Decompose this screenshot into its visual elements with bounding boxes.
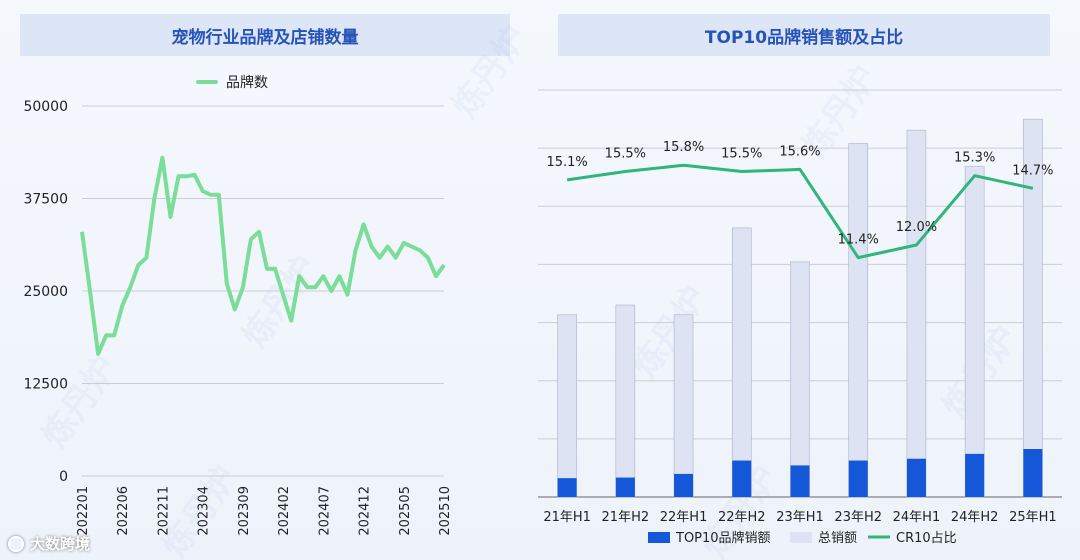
- logo-ring-icon: [8, 535, 24, 552]
- cr10-data-label: 11.4%: [838, 233, 879, 248]
- top10-sales-bar: [848, 460, 868, 497]
- x-category-label: 25年H1: [1009, 510, 1057, 525]
- x-category-label: 21年H2: [602, 510, 650, 525]
- x-tick-label: 202304: [197, 486, 212, 536]
- x-tick-label: 202309: [237, 486, 252, 536]
- x-category-label: 21年H1: [543, 510, 591, 525]
- x-tick-label: 202211: [156, 486, 171, 536]
- x-category-label: 24年H1: [893, 510, 941, 525]
- total-sales-bar: [615, 304, 636, 498]
- cr10-data-label: 14.7%: [1012, 163, 1053, 178]
- x-category-label: 24年H2: [951, 510, 999, 525]
- top10-sales-bar: [1023, 449, 1043, 497]
- total-sales-bar: [673, 314, 694, 498]
- x-tick-label: 202402: [277, 486, 292, 536]
- y-tick-label: 50000: [23, 99, 68, 115]
- x-tick-label: 202407: [317, 486, 332, 536]
- y-tick-label: 0: [59, 469, 68, 485]
- cr10-data-label: 15.1%: [546, 155, 587, 170]
- x-tick-label: 202510: [438, 486, 453, 536]
- brand-count-line: [80, 155, 446, 356]
- top10-sales-bar: [674, 473, 694, 497]
- legend-label-cr10: CR10占比: [896, 531, 957, 546]
- total-sales-bar: [790, 261, 810, 498]
- cr10-data-label: 15.5%: [721, 147, 762, 162]
- y-tick-label: 37500: [23, 192, 68, 208]
- footer-logo: 大数跨境: [8, 533, 90, 554]
- total-sales-bar: [906, 129, 927, 498]
- footer-logo-text: 大数跨境: [30, 535, 91, 553]
- top10-sales-bar: [906, 458, 926, 497]
- cr10-data-label: 15.3%: [954, 151, 995, 166]
- x-tick-label: 202505: [398, 486, 413, 536]
- legend-swatch-total: [790, 532, 812, 543]
- top10-sales-bar: [790, 465, 810, 497]
- x-category-label: 22年H1: [660, 510, 708, 525]
- legend-label-brand-count: 品牌数: [226, 74, 268, 91]
- right-chart-title: TOP10品牌销售额及占比: [558, 14, 1050, 56]
- watermark-text: 炼丹炉: [625, 279, 716, 385]
- watermark-text: 炼丹炉: [445, 19, 536, 125]
- x-category-label: 23年H1: [776, 510, 824, 525]
- x-tick-label: 202201: [76, 486, 91, 536]
- cr10-data-label: 15.8%: [663, 140, 704, 155]
- watermark-layer: 炼丹炉炼丹炉炼丹炉炼丹炉炼丹炉炼丹炉炼丹炉炼丹炉: [35, 19, 1026, 560]
- total-sales-bar: [964, 166, 985, 498]
- top10-sales-bar: [615, 477, 635, 497]
- x-category-label: 22年H2: [718, 510, 766, 525]
- legend-swatch-top10: [648, 532, 670, 543]
- top10-sales-bar: [732, 460, 752, 497]
- cr10-data-label: 15.6%: [779, 144, 820, 159]
- total-sales-bar: [731, 227, 752, 498]
- left-chart: 50000 37500 25000 12500 0 品牌数 202201 202206 2022…: [23, 74, 453, 536]
- x-tick-label: 202412: [358, 486, 373, 536]
- y-tick-label: 12500: [23, 377, 68, 393]
- y-tick-label: 25000: [23, 284, 68, 300]
- total-sales-bar: [557, 314, 577, 498]
- right-chart: 21年H1 21年H2 22年H1 22年H2 23年H1 23年H2 24年H1 24年H2…: [538, 89, 1062, 546]
- top10-sales-bar: [557, 478, 577, 497]
- left-chart-title: 宠物行业品牌及店铺数量: [20, 14, 510, 56]
- cr10-line: [566, 163, 1034, 260]
- cr10-data-label: 12.0%: [896, 220, 937, 235]
- watermark-text: 炼丹炉: [35, 349, 126, 455]
- legend-label-total: 总销额: [818, 531, 857, 546]
- cr10-data-label: 15.5%: [605, 147, 646, 162]
- x-tick-label: 202206: [116, 486, 131, 536]
- x-category-label: 23年H2: [834, 510, 882, 525]
- total-sales-bar: [848, 143, 869, 498]
- top10-sales-bar: [965, 453, 985, 497]
- legend-label-top10: TOP10品牌销额: [675, 530, 771, 546]
